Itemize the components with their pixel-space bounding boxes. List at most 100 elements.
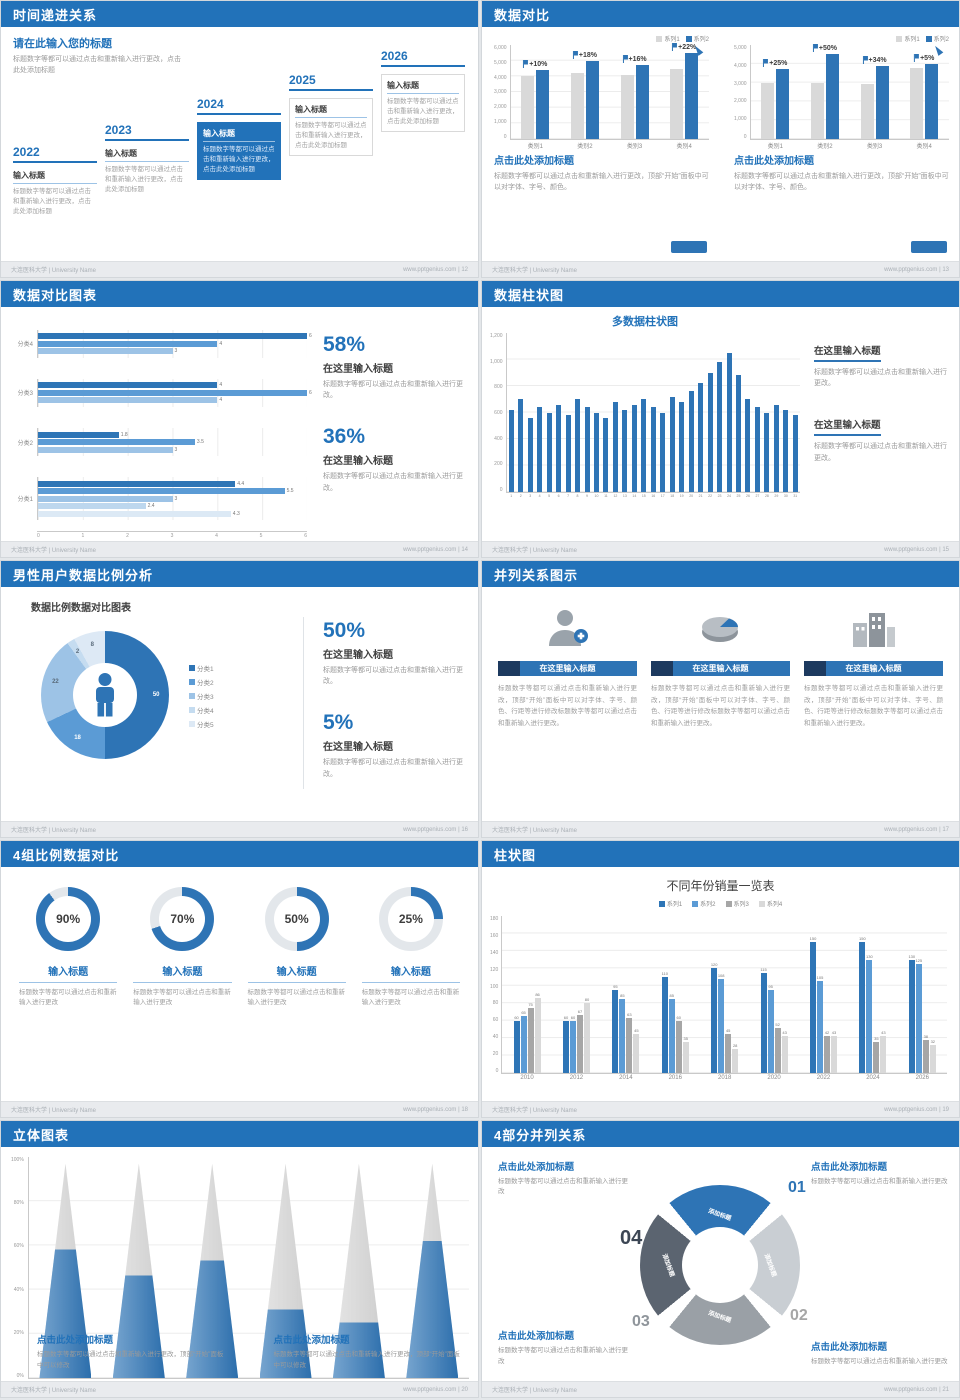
box-title: 输入标题 [295,104,367,118]
category-label: 分类3 [17,391,33,398]
bar: 95 [612,984,619,1073]
bar-value: 52 [775,1021,780,1027]
bar-group: 14 [630,333,639,498]
footer-site-page: www.pptgenius.com | 14 [403,546,468,553]
bar-group: 150 105 42 43 2022 [799,916,848,1081]
slide-16-thumbnail[interactable]: 男性用户数据比例分析 数据比例数据对比图表 50 18 22 2 8 分类1 分类2 分类3… [0,560,479,838]
category-label: 分类5 [351,1380,366,1381]
chart-legend: 分类1 分类2 分类3 分类4 分类5 [189,663,214,729]
slide-footer: 大连医科大学 | University Name www.pptgenius.c… [482,261,959,277]
box-title: 输入标题 [387,80,459,94]
slide-header: 男性用户数据比例分析 [1,561,478,587]
bar-value: 85 [669,992,674,998]
bar-value: 3 [174,348,178,355]
slide-header: 柱状图 [482,841,959,867]
slide-14-thumbnail[interactable]: 数据对比图表 分类4 6 4 3 分类3 4 6 4 分类2 1.8 3.5 3 分类1 4.4 5.5 3 2… [0,280,479,558]
bars [698,333,704,492]
x-axis: 0 1 2 3 4 5 6 [37,531,307,539]
growth-annotation: +10% [523,60,547,69]
footer-site-page: www.pptgenius.com | 18 [403,1106,468,1113]
bar-row: 4 [38,382,307,389]
bar: 86 [534,992,541,1073]
stat-body: 标题数字等都可以通过点击和重新输入进行更改。 [323,759,463,778]
slide-12-thumbnail[interactable]: 时间递进关系 请在此输入您的标题 标题数字等都可以通过点击和重新输入进行更改，点… [0,0,479,278]
legend-swatch [189,707,195,713]
bar-group: 120 108 45 28 2018 [700,916,749,1081]
legend-swatch [692,900,699,907]
slide-content: 100% 80% 60% 40% 20% 0% 分类1 分类2 分类3 分类4 分类5 分类6 点击此… [1,1147,478,1381]
legend-item: 系列1 [658,899,682,908]
bar-value: 115 [760,966,767,972]
bar: 43 [781,1030,788,1073]
slide-header: 数据柱状图 [482,281,959,307]
bar-group: 10 [592,333,601,498]
slide-15-thumbnail[interactable]: 数据柱状图 多数据柱状图 1,200 1,000 800 600 400 200 0 1 2 3 4… [481,280,960,558]
corner-title: 点击此处添加标题 [811,1341,888,1353]
slide-21-thumbnail[interactable]: 4部分并列关系 添加标题 01 添加标题 02 添加标题 03 添加标题 04 点击此处添加标… [481,1120,960,1398]
bar: 35 [682,1036,689,1073]
slide-18-thumbnail[interactable]: 4组比例数据对比 90% 输入标题 标题数字等都可以通过点击和重新输入进行更改 [0,840,479,1118]
slide-20-thumbnail[interactable]: 立体图表 100%80%60%40%20%0%分类1分类2分类3分类4分类5分类… [0,1120,479,1398]
slide-13-thumbnail[interactable]: 数据对比 系列1 系列2 6,000 5,000 4,000 3,000 2,000 1,0… [481,0,960,278]
footer-university: 大连医科大学 | University Name [11,548,96,554]
category-label: 2012 [569,1075,584,1081]
x-tick: 3 [170,533,174,539]
slide-title: 数据对比 [494,7,551,23]
legend-swatch [685,35,692,42]
y-tick: 2,000 [494,104,507,111]
bar-value: 130 [908,953,916,959]
category-label: 2024 [866,1075,880,1081]
timeline-item-2023: 2023 输入标题 标题数字等都可以通过点击和重新输入进行更改，点击此处添加标题 [105,123,189,194]
bar-value: 65 [521,1010,526,1016]
bar: 108 [718,973,725,1073]
bar: 45 [725,1028,732,1073]
bar [565,415,571,492]
slide-title: 时间递进关系 [13,7,98,23]
parallel-item-3: 在这里输入标题 标题数字等都可以通过点击和重新输入进行更改，顶部“开始”面板中可… [804,603,943,730]
slide-content: 数据比例数据对比图表 50 18 22 2 8 分类1 分类2 分类3 分类4 分类5 50% … [1,587,478,821]
slide-content: 请在此输入您的标题 标题数字等都可以通过点击和重新输入进行更改，点击此处添加标题… [1,27,478,261]
ratio-body: 标题数字等都可以通过点击和重新输入进行更改 [19,989,117,1007]
bar: 95 [767,984,774,1073]
y-tick: 6,000 [494,45,507,51]
bar: 150 [859,936,866,1073]
bar [38,348,173,355]
bars [754,333,760,492]
corner-body: 标题数字等都可以通过点击和重新输入进行更改 [811,1357,948,1365]
category-label: 13 [622,494,627,498]
bar-group: 12 [611,333,620,498]
legend-label: 分类1 [197,666,214,673]
category-label: 10 [594,494,599,498]
slide-title: 柱状图 [494,847,537,863]
bar-group: 26 [743,333,752,498]
plot-area: +10% 类别1 +18% 类别2 +16% 类别3 +22% 类别4 [509,42,709,150]
slide-content: 90% 输入标题 标题数字等都可以通过点击和重新输入进行更改 70% 输入标题 … [1,867,478,1101]
bars: 130 125 38 32 [908,916,936,1073]
bars [773,333,779,492]
bar-value: 86 [535,992,540,997]
bar-value: 4.3 [232,510,240,517]
bar-value: 3.5 [196,439,204,446]
legend-item: 系列4 [758,899,782,908]
ring-hole: 70% [159,896,206,942]
segment-label: 18 [74,735,81,742]
corner-body: 标题数字等都可以通过点击和重新输入进行更改 [811,1178,948,1185]
ring-percent: 50% [284,912,309,926]
bar-group: +5% 类别4 [899,45,949,150]
legend-swatch [758,900,765,907]
y-tick: 0 [495,1067,499,1074]
bar [521,76,535,139]
bar [570,73,584,139]
comparison-panel-right: 系列1 系列2 5,000 4,000 3,000 2,000 1,000 0 +25% 类别1… [722,27,959,261]
slide-19-thumbnail[interactable]: 柱状图 不同年份销量一览表 系列1 系列2 系列3 系列4 180 160 140 120 1… [481,840,960,1118]
slide-17-thumbnail[interactable]: 并列关系图示 在这里输入标题 标题数字等都可以通过点击和重新输 [481,560,960,838]
slide-title: 4组比例数据对比 [13,847,120,863]
text-block: 在这里输入标题 标题数字等都可以通过点击和重新输入进行更改。 [814,415,950,463]
bars [688,333,694,492]
footer-university: 大连医科大学 | University Name [11,268,96,274]
bar [726,352,732,492]
bar: 60 [569,1015,576,1073]
growth-annotation: +18% [572,51,597,60]
bar [669,396,675,492]
category-label: 24 [727,494,731,498]
